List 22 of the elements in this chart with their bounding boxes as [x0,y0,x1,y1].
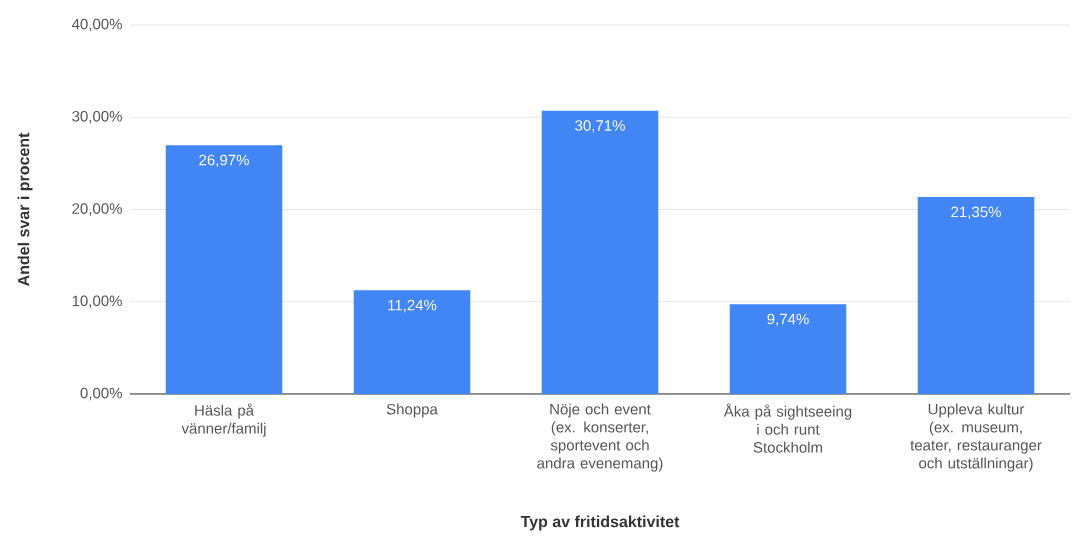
bar [353,290,471,394]
x-tick-label: Shoppa [386,403,438,418]
data-label: 21,35% [951,206,1001,219]
data-label: 30,71% [575,120,625,133]
y-axis-title: Andel svar i procent [17,132,33,286]
y-tick-label: 0,00% [80,387,122,401]
x-tick-label: Åka på sightseeing i och runt Stockholm [723,403,852,453]
y-tick-label: 20,00% [72,203,122,216]
y-tick-label: 10,00% [72,295,122,308]
x-tick-label: Häsla på vänner/familj [181,403,266,437]
x-tick-label: Uppleva kultur (ex. museum, teater, restauranger och utställningar) [910,403,1042,472]
x-axis-title: Typ av fritidsaktivitet [520,515,680,531]
bar [917,197,1035,394]
data-label: 9,74% [767,313,809,327]
x-tick-label: Nöje och event (ex. konserter, sportevent och andra evenemang) [537,403,663,472]
bar [541,110,659,394]
bar [165,145,283,394]
data-label: 11,24% [388,299,437,313]
bar [729,304,847,394]
data-label: 26,97% [199,154,249,168]
y-tick-label: 30,00% [72,111,122,124]
y-tick-label: 40,00% [71,18,122,32]
